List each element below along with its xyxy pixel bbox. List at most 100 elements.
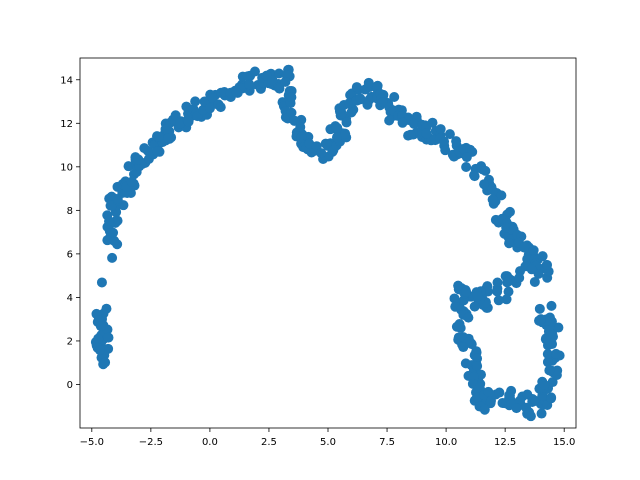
data-point-152 [244, 79, 255, 90]
data-point-555 [540, 334, 551, 345]
data-point-69 [123, 161, 134, 172]
data-point-24 [100, 357, 111, 368]
y-tick-label: 0 [67, 380, 73, 391]
data-point-442 [449, 293, 460, 304]
data-point-251 [351, 82, 362, 93]
data-point-166 [274, 68, 285, 79]
data-point-25 [103, 332, 114, 343]
data-point-463 [458, 342, 469, 353]
data-point-306 [421, 128, 432, 139]
data-point-317 [440, 145, 451, 156]
data-point-548 [551, 348, 562, 359]
data-point-390 [537, 251, 548, 262]
data-point-114 [183, 116, 194, 127]
data-point-556 [553, 322, 564, 333]
data-point-413 [501, 294, 512, 305]
data-point-491 [479, 404, 490, 415]
data-point-253 [355, 93, 366, 104]
data-point-537 [552, 365, 563, 376]
y-tick-label: 10 [60, 162, 73, 173]
x-tick-label: 15.0 [553, 437, 575, 448]
data-point-45 [102, 210, 113, 221]
data-point-414 [492, 277, 503, 288]
data-point-81 [139, 143, 150, 154]
data-point-331 [461, 152, 472, 163]
data-point-438 [453, 280, 464, 291]
data-point-568 [535, 314, 546, 325]
data-point-406 [503, 286, 514, 297]
data-point-397 [542, 259, 553, 270]
x-tick-label: 0.0 [202, 437, 218, 448]
data-point-369 [504, 238, 515, 249]
data-point-276 [389, 91, 400, 102]
data-point-175 [280, 76, 291, 87]
data-point-541 [544, 365, 555, 376]
x-axis: −5.0 −2.5 0.0 2.5 5.0 7.5 10.0 12.5 15.0 [80, 428, 575, 448]
data-point-101 [163, 133, 174, 144]
data-point-96 [153, 131, 164, 142]
data-point-496 [494, 387, 505, 398]
data-point-441 [461, 286, 472, 297]
data-point-233 [332, 122, 343, 133]
data-point-432 [469, 301, 480, 312]
data-point-569 [546, 300, 557, 311]
data-point-431 [472, 291, 483, 302]
data-point-338 [480, 165, 491, 176]
data-point-384 [528, 245, 539, 256]
data-point-235 [341, 117, 352, 128]
data-point-345 [479, 179, 490, 190]
x-tick-label: −5.0 [80, 437, 104, 448]
data-point-35 [109, 235, 120, 246]
data-point-40 [108, 227, 119, 238]
y-tick-label: 2 [67, 336, 73, 347]
x-tick-label: 2.5 [261, 437, 277, 448]
data-point-172 [274, 83, 285, 94]
data-point-381 [519, 242, 530, 253]
y-tick-label: 8 [67, 206, 73, 217]
data-point-516 [525, 411, 536, 422]
data-point-417 [492, 286, 503, 297]
data-point-22 [94, 345, 105, 356]
data-point-400 [526, 264, 537, 275]
data-point-120 [190, 96, 201, 107]
data-point-529 [546, 393, 557, 404]
data-point-316 [444, 129, 455, 140]
data-point-358 [504, 206, 515, 217]
data-point-482 [474, 382, 485, 393]
data-point-336 [469, 170, 480, 181]
data-point-28 [96, 277, 107, 288]
data-point-291 [397, 117, 408, 128]
data-point-315 [439, 136, 450, 147]
data-point-464 [471, 346, 482, 357]
data-point-153 [249, 66, 260, 77]
data-point-242 [346, 107, 357, 118]
data-point-314 [435, 124, 446, 135]
data-point-411 [502, 277, 513, 288]
data-point-125 [199, 96, 210, 107]
x-tick-label: 5.0 [320, 437, 336, 448]
data-point-26 [95, 321, 106, 332]
data-point-27 [101, 303, 112, 314]
data-point-16 [93, 333, 104, 344]
x-tick-label: 7.5 [379, 437, 395, 448]
y-tick-label: 4 [67, 293, 73, 304]
data-point-281 [384, 115, 395, 126]
data-point-298 [408, 118, 419, 129]
data-point-352 [496, 190, 507, 201]
data-point-404 [514, 272, 525, 283]
data-point-228 [331, 132, 342, 143]
data-point-452 [453, 321, 464, 332]
data-point-296 [405, 129, 416, 140]
data-point-129 [204, 103, 215, 114]
data-point-322 [451, 136, 462, 147]
data-point-520 [536, 408, 547, 419]
data-point-503 [504, 390, 515, 401]
x-tick-label: 10.0 [435, 437, 457, 448]
data-point-307 [427, 117, 438, 128]
data-point-509 [515, 395, 526, 406]
data-point-195 [295, 122, 306, 133]
points-layer [90, 64, 565, 422]
y-tick-label: 14 [60, 75, 73, 86]
data-point-398 [529, 276, 540, 287]
